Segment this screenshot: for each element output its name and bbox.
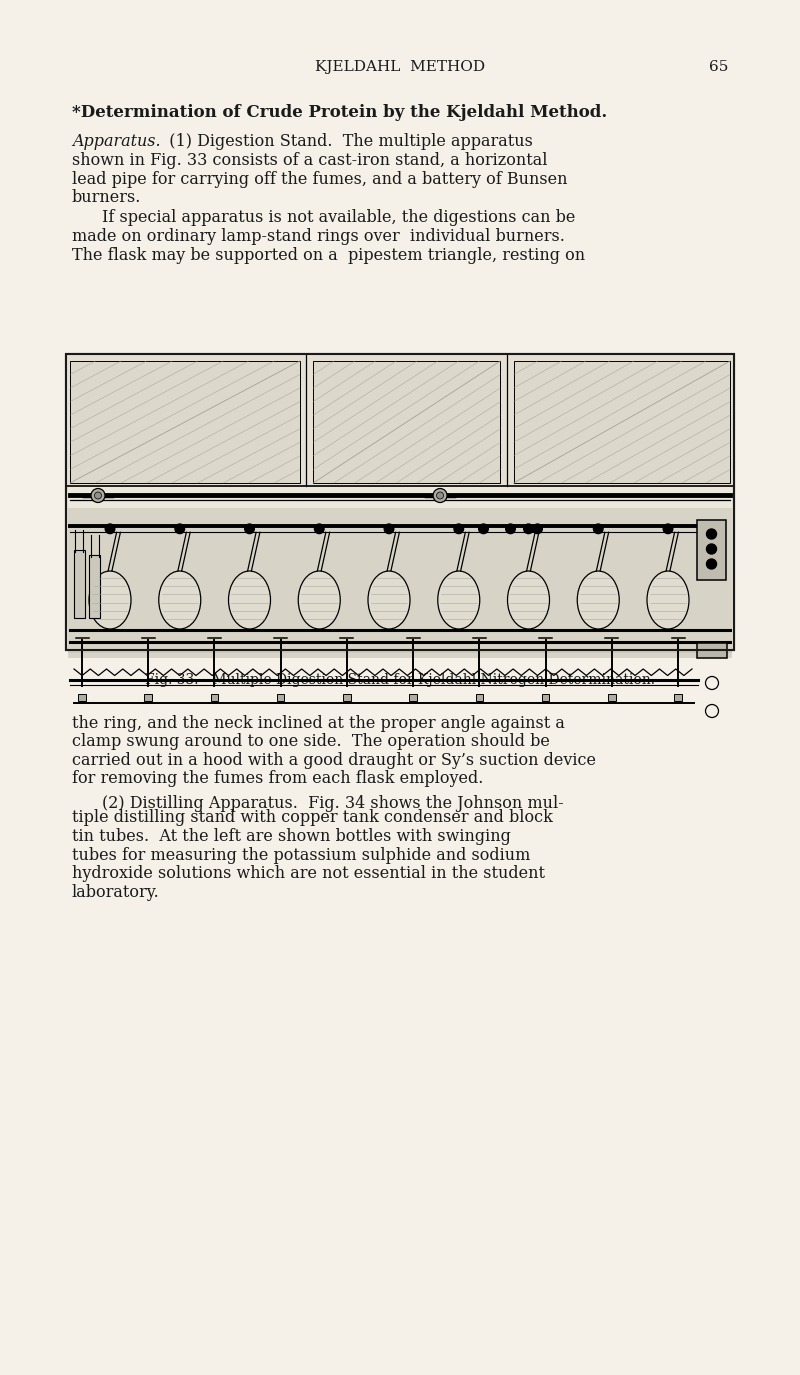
- Text: the ring, and the neck inclined at the proper angle against a: the ring, and the neck inclined at the p…: [72, 715, 565, 732]
- Circle shape: [454, 524, 463, 534]
- Text: tiple distilling stand with copper tank condenser and block: tiple distilling stand with copper tank …: [72, 810, 553, 826]
- Circle shape: [506, 524, 515, 534]
- Circle shape: [175, 524, 185, 534]
- Text: KJELDAHL  METHOD: KJELDAHL METHOD: [315, 60, 485, 74]
- Text: *Determination of Crude Protein by the Kjeldahl Method.: *Determination of Crude Protein by the K…: [72, 104, 607, 121]
- Circle shape: [91, 488, 105, 502]
- Ellipse shape: [158, 571, 201, 628]
- Bar: [210, 694, 218, 700]
- Text: Apparatus.: Apparatus.: [72, 133, 161, 150]
- Bar: [514, 362, 730, 483]
- Circle shape: [594, 524, 603, 534]
- Circle shape: [706, 544, 717, 554]
- Circle shape: [384, 524, 394, 534]
- Circle shape: [433, 488, 447, 502]
- Circle shape: [314, 524, 324, 534]
- Circle shape: [106, 524, 115, 534]
- Bar: [674, 694, 682, 700]
- Text: (1) Digestion Stand.  The multiple apparatus: (1) Digestion Stand. The multiple appara…: [159, 133, 533, 150]
- Text: tubes for measuring the potassium sulphide and sodium: tubes for measuring the potassium sulphi…: [72, 847, 530, 864]
- Bar: [277, 694, 285, 700]
- Bar: [608, 694, 615, 700]
- Text: carried out in a hood with a good draught or Sy’s suction device: carried out in a hood with a good draugh…: [72, 752, 596, 769]
- Ellipse shape: [298, 571, 340, 628]
- Circle shape: [478, 524, 488, 534]
- Bar: [697, 520, 726, 580]
- Text: 65: 65: [709, 60, 728, 74]
- Bar: [78, 694, 86, 700]
- Bar: [66, 353, 734, 485]
- Text: made on ordinary lamp-stand rings over  individual burners.: made on ordinary lamp-stand rings over i…: [72, 228, 565, 245]
- Text: burners.: burners.: [72, 188, 142, 206]
- Text: for removing the fumes from each flask employed.: for removing the fumes from each flask e…: [72, 770, 483, 788]
- Ellipse shape: [507, 571, 550, 628]
- Bar: [90, 556, 101, 617]
- Text: (2) Distilling Apparatus.  Fig. 34 shows the Johnson mul-: (2) Distilling Apparatus. Fig. 34 shows …: [102, 795, 564, 813]
- Text: lead pipe for carrying off the fumes, and a battery of Bunsen: lead pipe for carrying off the fumes, an…: [72, 170, 567, 187]
- Bar: [68, 507, 732, 659]
- Circle shape: [437, 492, 443, 499]
- Circle shape: [94, 492, 102, 499]
- Text: The flask may be supported on a  pipestem triangle, resting on: The flask may be supported on a pipestem…: [72, 246, 585, 264]
- Bar: [66, 353, 734, 650]
- Text: Fig. 33.—Multiple Digestion Stand for Kjeldahl Nitrogen Determination.: Fig. 33.—Multiple Digestion Stand for Kj…: [145, 672, 655, 688]
- Circle shape: [706, 529, 717, 539]
- Ellipse shape: [89, 571, 131, 628]
- Circle shape: [663, 524, 673, 534]
- Circle shape: [533, 524, 542, 534]
- Ellipse shape: [229, 571, 270, 628]
- Bar: [410, 694, 417, 700]
- Ellipse shape: [578, 571, 619, 628]
- Text: laboratory.: laboratory.: [72, 884, 160, 901]
- Circle shape: [706, 560, 717, 569]
- Bar: [542, 694, 550, 700]
- Bar: [68, 650, 732, 653]
- Bar: [475, 694, 483, 700]
- Ellipse shape: [438, 571, 480, 628]
- Bar: [70, 362, 300, 483]
- Text: clamp swung around to one side.  The operation should be: clamp swung around to one side. The oper…: [72, 733, 550, 751]
- Circle shape: [245, 524, 254, 534]
- Text: hydroxide solutions which are not essential in the student: hydroxide solutions which are not essent…: [72, 865, 545, 881]
- Text: tin tubes.  At the left are shown bottles with swinging: tin tubes. At the left are shown bottles…: [72, 828, 511, 846]
- Ellipse shape: [647, 571, 689, 628]
- Text: If special apparatus is not available, the digestions can be: If special apparatus is not available, t…: [102, 209, 575, 227]
- Bar: [66, 353, 734, 650]
- Bar: [145, 694, 152, 700]
- Circle shape: [524, 524, 534, 534]
- Bar: [697, 644, 727, 659]
- Bar: [343, 694, 350, 700]
- Bar: [313, 362, 500, 483]
- Text: shown in Fig. 33 consists of a cast-iron stand, a horizontal: shown in Fig. 33 consists of a cast-iron…: [72, 153, 547, 169]
- Bar: [74, 550, 85, 617]
- Ellipse shape: [368, 571, 410, 628]
